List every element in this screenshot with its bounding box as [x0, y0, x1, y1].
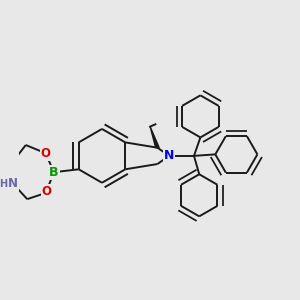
Text: O: O — [41, 185, 52, 198]
Polygon shape — [150, 127, 159, 148]
Text: O: O — [41, 147, 51, 160]
Text: N: N — [8, 177, 18, 190]
Text: H: H — [0, 179, 7, 189]
Text: B: B — [49, 166, 58, 179]
Text: N: N — [164, 149, 174, 162]
